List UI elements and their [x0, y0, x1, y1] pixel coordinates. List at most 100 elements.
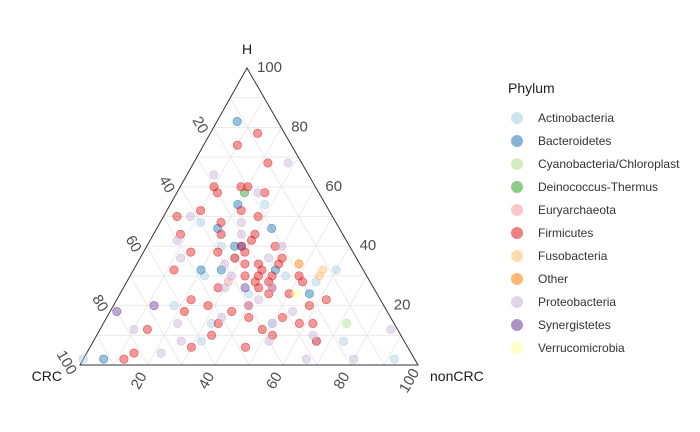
data-point — [207, 318, 217, 328]
grid-line — [113, 305, 148, 366]
data-point — [277, 312, 287, 322]
data-point — [263, 158, 273, 168]
data-point — [232, 140, 242, 150]
data-point — [186, 247, 196, 257]
data-point — [288, 306, 298, 316]
data-point — [172, 212, 182, 222]
legend-items: Actinobacteria Bacteroidetes Cyanobacteria… — [508, 106, 679, 359]
data-point — [253, 188, 263, 198]
data-point — [232, 117, 242, 127]
data-point — [78, 354, 88, 364]
data-point — [260, 188, 270, 198]
grid-line — [383, 335, 402, 366]
data-point — [349, 354, 359, 364]
tick-label-crc: 40 — [155, 173, 178, 196]
data-point — [267, 223, 277, 233]
tick-label-crc: 20 — [189, 114, 212, 137]
data-point — [331, 265, 341, 275]
tick-label-h: 40 — [360, 237, 377, 254]
data-point — [254, 283, 264, 293]
data-point — [227, 306, 237, 316]
data-point — [230, 253, 240, 263]
legend-label: Synergistetes — [538, 317, 611, 332]
data-point — [308, 330, 318, 340]
legend-label: Other — [538, 271, 569, 286]
data-point — [169, 265, 179, 275]
legend-label: Actinobacteria — [538, 110, 615, 125]
data-point — [186, 342, 196, 352]
data-point — [172, 235, 182, 245]
legend-item: Bacteroidetes — [508, 129, 679, 152]
data-point — [253, 212, 263, 222]
data-point — [176, 336, 186, 346]
data-point — [304, 289, 314, 299]
data-point — [294, 259, 304, 269]
axis-label-noncrc: nonCRC — [430, 368, 484, 384]
data-point — [179, 306, 189, 316]
data-point — [236, 229, 246, 239]
data-point — [301, 354, 311, 364]
data-point — [129, 348, 139, 358]
data-point — [196, 265, 206, 275]
legend-swatch — [511, 111, 523, 124]
data-point — [217, 312, 227, 322]
data-point — [216, 217, 226, 227]
grid-line — [248, 216, 333, 366]
grid-line — [350, 305, 385, 366]
legend-label: Euryarchaeota — [538, 202, 617, 217]
grid-line — [146, 246, 216, 366]
data-point — [247, 235, 257, 245]
legend-swatch — [511, 180, 523, 193]
data-point — [213, 247, 223, 257]
grid-line — [229, 97, 385, 366]
data-point — [260, 200, 270, 210]
data-point — [304, 301, 314, 311]
data-point — [297, 277, 307, 287]
data-point — [338, 336, 348, 346]
legend-swatch — [511, 203, 523, 216]
data-point — [213, 283, 223, 293]
data-point — [197, 336, 207, 346]
tick-label-h: 20 — [394, 297, 411, 314]
tick-label-noncrc: 100 — [396, 366, 423, 396]
data-point — [209, 170, 219, 180]
legend-swatch — [511, 249, 523, 262]
data-point — [176, 253, 186, 263]
data-point — [267, 318, 277, 328]
data-point — [308, 318, 318, 328]
data-point — [227, 271, 237, 281]
data-point — [240, 271, 250, 281]
data-point — [243, 182, 253, 192]
legend-swatch — [511, 341, 523, 354]
data-point — [284, 289, 294, 299]
data-point — [254, 259, 264, 269]
data-point — [207, 330, 217, 340]
legend-swatch — [511, 295, 523, 308]
legend-label: Deinococcus-Thermus — [538, 179, 659, 194]
data-point — [236, 206, 246, 216]
data-point — [149, 301, 159, 311]
data-point — [342, 318, 352, 328]
data-point — [254, 295, 264, 305]
data-point — [119, 354, 129, 364]
data-point — [244, 312, 254, 322]
data-point — [274, 259, 284, 269]
grid-line — [129, 275, 182, 366]
data-point — [142, 324, 152, 334]
data-point — [244, 301, 254, 311]
grid-layer — [96, 97, 402, 366]
data-point — [236, 217, 246, 227]
tick-label-crc: 80 — [88, 292, 111, 315]
legend-label: Proteobacteria — [538, 294, 617, 309]
data-point — [281, 271, 291, 281]
legend-label: Firmicutes — [538, 225, 594, 240]
data-point — [314, 271, 324, 281]
legend-item: Actinobacteria — [508, 106, 679, 129]
data-point — [220, 259, 230, 269]
data-point — [386, 324, 396, 334]
grid-line — [316, 275, 368, 366]
grid-line — [96, 335, 115, 366]
legend-item: Fusobacteria — [508, 244, 679, 267]
data-point — [112, 306, 122, 316]
